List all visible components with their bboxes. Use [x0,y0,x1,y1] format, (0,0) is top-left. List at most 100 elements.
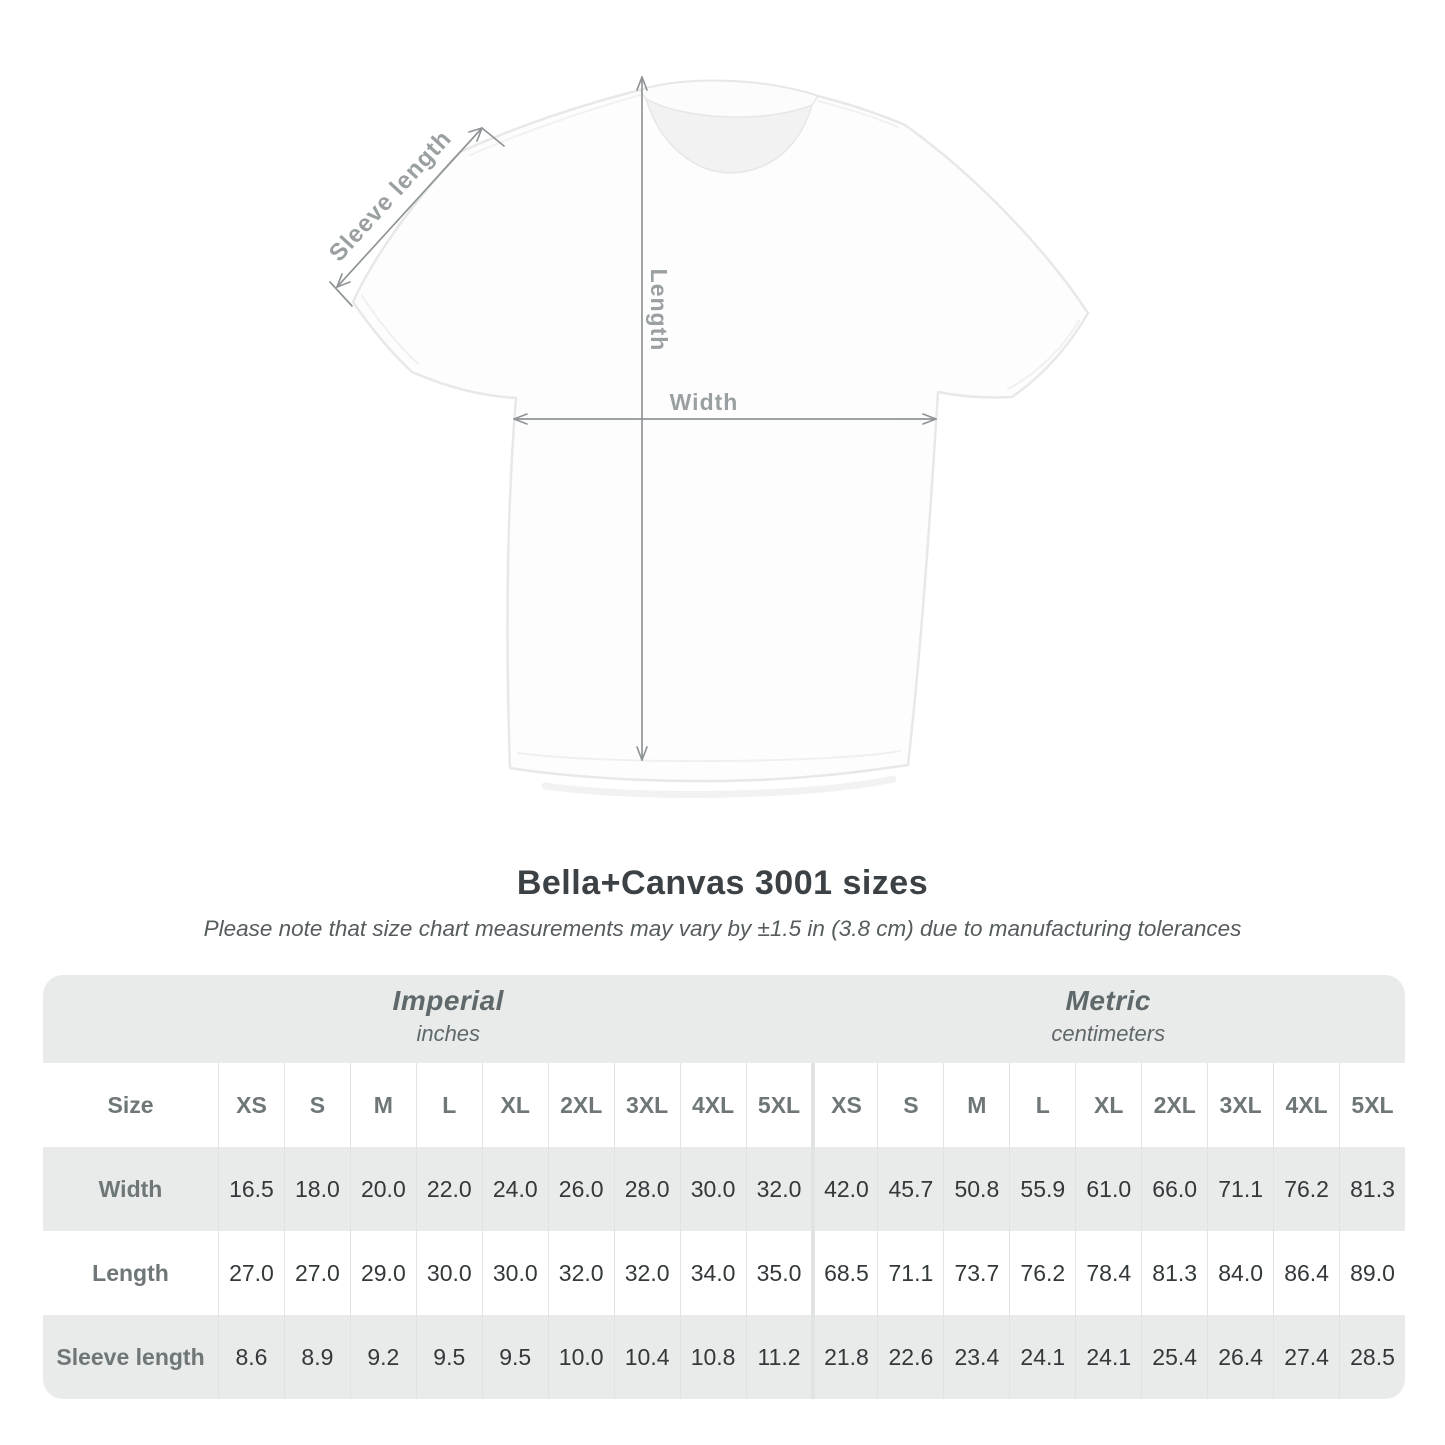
right-sleeve-hem-seam [1007,320,1080,390]
sleeve-length-arrow [329,127,505,307]
cell-imperial-m: 29.0 [349,1231,416,1315]
dimension-annotations [329,76,937,761]
cell-imperial-3xl: 28.0 [613,1147,680,1231]
cell-metric-xl: 24.1 [1075,1315,1141,1399]
cell-metric-l: 76.2 [1009,1231,1075,1315]
cell-metric-4xl: 86.4 [1273,1231,1339,1315]
cell-imperial-2xl: 10.0 [547,1315,614,1399]
cell-metric-2xl: 66.0 [1141,1147,1207,1231]
column-header-imperial-3xl: 3XL [613,1063,680,1147]
column-header-imperial-4xl: 4XL [679,1063,746,1147]
cell-metric-xs: 42.0 [811,1147,877,1231]
width-label: Width [670,389,739,415]
cell-metric-l: 55.9 [1009,1147,1075,1231]
cell-imperial-4xl: 10.8 [679,1315,746,1399]
column-header-metric-3xl: 3XL [1207,1063,1273,1147]
cell-imperial-l: 22.0 [415,1147,482,1231]
left-shoulder-seam [469,94,641,156]
cell-metric-xl: 61.0 [1075,1147,1141,1231]
table-row-sleeve-length: Sleeve length 8.6 8.9 9.2 9.5 9.5 10.0 10.4 10.8… [43,1315,1405,1399]
column-header-imperial-xs: XS [218,1063,284,1147]
row-label: Sleeve length [56,1343,205,1370]
cell-metric-3xl: 71.1 [1207,1147,1273,1231]
cell-metric-5xl: 28.5 [1339,1315,1405,1399]
metric-unit-label: centimeters [1051,1021,1166,1046]
left-sleeve-hem-seam [361,295,419,365]
cell-imperial-m: 20.0 [349,1147,416,1231]
width-arrow [513,413,937,425]
column-header-imperial-m: M [349,1063,416,1147]
shirt-shadow [541,775,897,798]
cell-imperial-m: 9.2 [349,1315,416,1399]
bottom-hem-seam [517,750,901,763]
cell-imperial-5xl: 11.2 [745,1315,812,1399]
tshirt-silhouette [351,79,1090,798]
cell-imperial-xl: 30.0 [481,1231,548,1315]
cell-imperial-3xl: 32.0 [613,1231,680,1315]
column-header-imperial-xl: XL [481,1063,548,1147]
cell-imperial-xl: 9.5 [481,1315,548,1399]
column-header-imperial-s: S [283,1063,350,1147]
column-header-metric-xl: XL [1075,1063,1141,1147]
cell-imperial-xs: 16.5 [218,1147,284,1231]
collar-band [639,80,819,118]
cell-imperial-xs: 27.0 [218,1231,284,1315]
cell-metric-3xl: 84.0 [1207,1231,1273,1315]
column-header-imperial-l: L [415,1063,482,1147]
cell-imperial-xl: 24.0 [481,1147,548,1231]
column-header-metric-m: M [943,1063,1009,1147]
metric-group-header: Metric centimeters [812,975,1406,1063]
cell-metric-xl: 78.4 [1075,1231,1141,1315]
cell-imperial-2xl: 26.0 [547,1147,614,1231]
row-label: Length [92,1259,169,1286]
cell-imperial-5xl: 32.0 [745,1147,812,1231]
cell-imperial-4xl: 34.0 [679,1231,746,1315]
cell-imperial-l: 9.5 [415,1315,482,1399]
cell-metric-m: 73.7 [943,1231,1009,1315]
cell-imperial-5xl: 35.0 [745,1231,812,1315]
size-header-cell: Size [107,1091,154,1118]
cell-metric-l: 24.1 [1009,1315,1075,1399]
cell-imperial-xs: 8.6 [218,1315,284,1399]
column-header-metric-l: L [1009,1063,1075,1147]
cell-imperial-3xl: 10.4 [613,1315,680,1399]
row-label: Width [98,1175,163,1202]
tolerance-note: Please note that size chart measurements… [203,916,1242,941]
column-header-metric-xs: XS [811,1063,877,1147]
size-table: Imperial inches Metric centimeters Size X… [43,975,1405,1399]
right-shoulder-seam [817,100,899,128]
cell-metric-2xl: 25.4 [1141,1315,1207,1399]
imperial-label: Imperial [392,985,504,1016]
cell-imperial-s: 8.9 [283,1315,350,1399]
cell-metric-xs: 21.8 [811,1315,877,1399]
cell-imperial-s: 27.0 [283,1231,350,1315]
page-title: Bella+Canvas 3001 sizes [516,864,929,902]
cell-metric-5xl: 81.3 [1339,1147,1405,1231]
cell-metric-xs: 68.5 [811,1231,877,1315]
shirt-body [351,79,1090,783]
cell-metric-s: 71.1 [877,1231,943,1315]
column-header-metric-5xl: 5XL [1339,1063,1405,1147]
cell-metric-5xl: 89.0 [1339,1231,1405,1315]
cell-imperial-2xl: 32.0 [547,1231,614,1315]
metric-label: Metric [1065,985,1151,1016]
size-table-body: Size XS S M L XL 2XL 3XL 4XL 5XL XS S M L XL 2XL 3XL 4XL 5… [43,1063,1405,1399]
cell-imperial-4xl: 30.0 [679,1147,746,1231]
table-row-width: Width 16.5 18.0 20.0 22.0 24.0 26.0 28.0 30.0 32.… [43,1147,1405,1231]
imperial-unit-label: inches [416,1021,481,1046]
cell-metric-m: 23.4 [943,1315,1009,1399]
table-row-length: Length 27.0 27.0 29.0 30.0 30.0 32.0 32.0 34.0 35… [43,1231,1405,1315]
column-header-metric-2xl: 2XL [1141,1063,1207,1147]
imperial-group-header: Imperial inches [43,975,812,1063]
cell-metric-s: 45.7 [877,1147,943,1231]
column-header-metric-s: S [877,1063,943,1147]
cell-metric-4xl: 76.2 [1273,1147,1339,1231]
unit-band: Imperial inches Metric centimeters [43,975,1405,1063]
table-header-row: Size XS S M L XL 2XL 3XL 4XL 5XL XS S M L XL 2XL 3XL 4XL 5… [43,1063,1405,1147]
cell-imperial-l: 30.0 [415,1231,482,1315]
column-header-imperial-2xl: 2XL [547,1063,614,1147]
cell-metric-2xl: 81.3 [1141,1231,1207,1315]
cell-metric-s: 22.6 [877,1315,943,1399]
column-header-imperial-5xl: 5XL [745,1063,812,1147]
